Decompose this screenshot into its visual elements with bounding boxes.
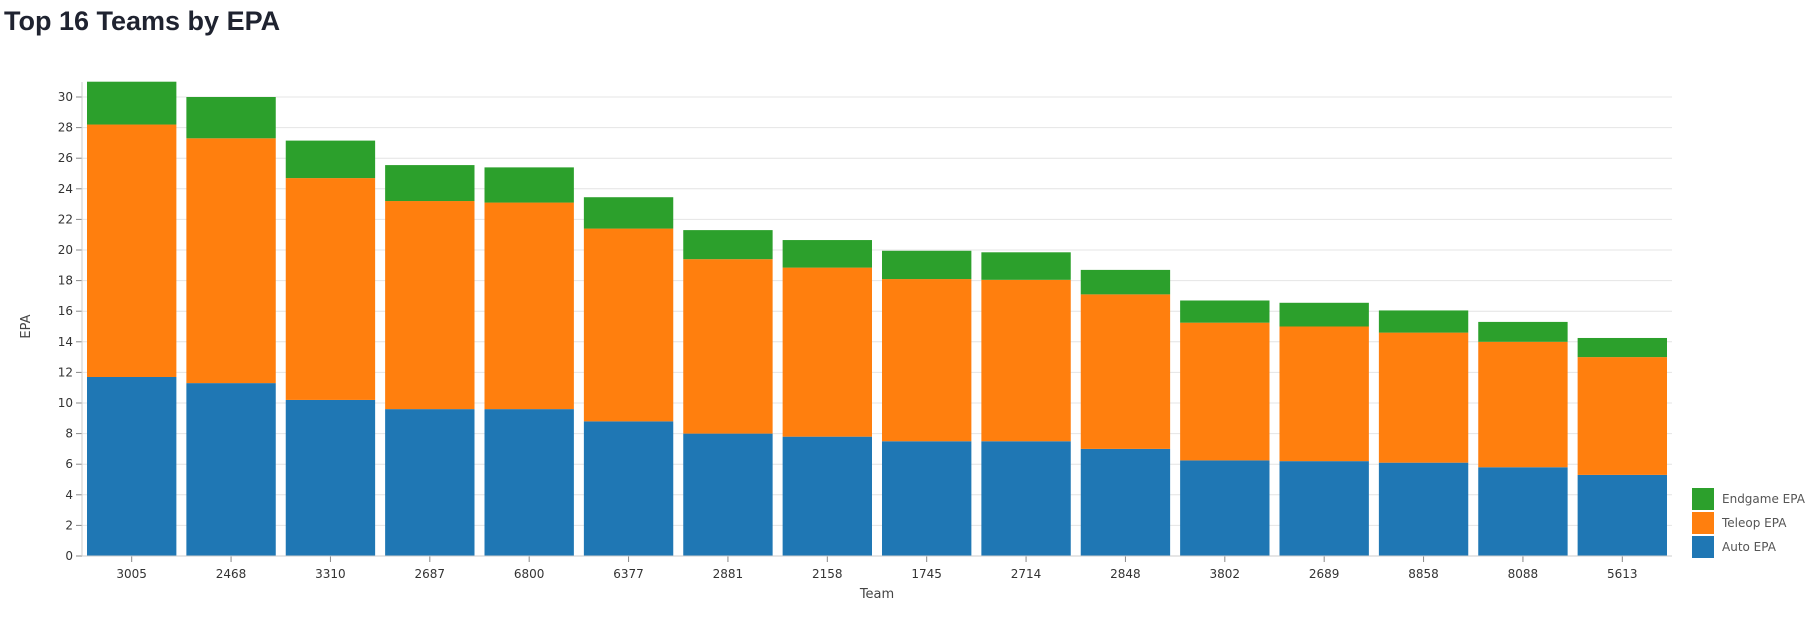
bar-segment-teleop-epa bbox=[385, 201, 475, 410]
bar-segment-teleop-epa bbox=[782, 267, 872, 437]
bar-segment-auto-epa bbox=[1577, 474, 1667, 556]
legend-swatch bbox=[1692, 488, 1714, 510]
bar-segment-auto-epa bbox=[186, 383, 276, 556]
y-tick-label: 24 bbox=[58, 182, 73, 196]
bar-segment-endgame-epa bbox=[1378, 310, 1469, 333]
legend: Endgame EPA Teleop EPA Auto EPA bbox=[1692, 488, 1806, 558]
x-tick-label: 3310 bbox=[315, 567, 346, 581]
bar-segment-teleop-epa bbox=[683, 259, 773, 434]
legend-label: Auto EPA bbox=[1722, 540, 1777, 554]
bar-segment-endgame-epa bbox=[484, 167, 574, 203]
bar-segment-auto-epa bbox=[285, 399, 376, 556]
bar-segment-auto-epa bbox=[1478, 467, 1568, 556]
legend-swatch bbox=[1692, 512, 1714, 534]
bar-segment-teleop-epa bbox=[285, 178, 376, 400]
bar-segment-auto-epa bbox=[1080, 448, 1171, 556]
y-tick-label: 2 bbox=[65, 518, 73, 532]
bar-segment-teleop-epa bbox=[186, 138, 276, 384]
bar-segment-endgame-epa bbox=[1080, 269, 1171, 295]
bar-segment-auto-epa bbox=[583, 421, 674, 556]
bar-segment-auto-epa bbox=[683, 433, 773, 556]
bar-segment-teleop-epa bbox=[87, 124, 177, 377]
y-tick-label: 26 bbox=[58, 151, 73, 165]
bar-segment-teleop-epa bbox=[1577, 357, 1667, 475]
bar-segment-endgame-epa bbox=[385, 165, 475, 202]
bar-segment-auto-epa bbox=[1378, 462, 1469, 556]
x-tick-label: 2714 bbox=[1011, 567, 1042, 581]
bars bbox=[87, 81, 1667, 556]
bar-segment-teleop-epa bbox=[882, 279, 972, 442]
bar-segment-endgame-epa bbox=[981, 252, 1071, 280]
x-tick-label: 8088 bbox=[1508, 567, 1539, 581]
x-tick-label: 1745 bbox=[911, 567, 942, 581]
bar-segment-endgame-epa bbox=[1180, 300, 1270, 323]
y-tick-label: 18 bbox=[58, 274, 73, 288]
legend-label: Endgame EPA bbox=[1722, 492, 1806, 506]
bar-segment-auto-epa bbox=[484, 409, 574, 556]
bar-segment-teleop-epa bbox=[981, 279, 1071, 442]
x-tick-label: 2468 bbox=[216, 567, 247, 581]
y-tick-label: 12 bbox=[58, 365, 73, 379]
x-axis-label: Team bbox=[859, 587, 894, 602]
bar-segment-endgame-epa bbox=[1279, 302, 1369, 327]
y-tick-label: 10 bbox=[58, 396, 73, 410]
bar-segment-endgame-epa bbox=[882, 250, 972, 280]
legend-label: Teleop EPA bbox=[1721, 516, 1787, 530]
bar-segment-auto-epa bbox=[1279, 461, 1369, 556]
x-tick-label: 6377 bbox=[613, 567, 644, 581]
bar-segment-teleop-epa bbox=[1279, 326, 1369, 462]
x-tick-label: 5613 bbox=[1607, 567, 1638, 581]
legend-swatch bbox=[1692, 536, 1714, 558]
x-tick-label: 2689 bbox=[1309, 567, 1340, 581]
x-tick-label: 2848 bbox=[1110, 567, 1141, 581]
x-tick-label: 6800 bbox=[514, 567, 545, 581]
bar-segment-auto-epa bbox=[87, 376, 177, 556]
bar-segment-teleop-epa bbox=[583, 228, 674, 422]
y-tick-label: 20 bbox=[58, 243, 73, 257]
bar-segment-teleop-epa bbox=[1180, 322, 1270, 461]
x-tick-label: 3005 bbox=[116, 567, 147, 581]
bar-segment-teleop-epa bbox=[1378, 332, 1469, 463]
bar-segment-teleop-epa bbox=[484, 202, 574, 410]
bar-segment-auto-epa bbox=[385, 409, 475, 556]
bar-segment-endgame-epa bbox=[186, 97, 276, 139]
bar-segment-endgame-epa bbox=[583, 197, 674, 229]
y-tick-label: 14 bbox=[58, 335, 73, 349]
bar-segment-endgame-epa bbox=[285, 140, 376, 179]
bar-segment-endgame-epa bbox=[683, 230, 773, 260]
x-tick-label: 2881 bbox=[713, 567, 744, 581]
x-tick-label: 2687 bbox=[415, 567, 446, 581]
chart-title: Top 16 Teams by EPA bbox=[4, 6, 281, 36]
bar-segment-endgame-epa bbox=[87, 81, 177, 125]
x-tick-label: 2158 bbox=[812, 567, 843, 581]
y-tick-label: 28 bbox=[58, 121, 73, 135]
y-axis-label: EPA bbox=[19, 314, 34, 338]
bar-segment-auto-epa bbox=[882, 441, 972, 556]
bar-segment-auto-epa bbox=[1180, 460, 1270, 556]
y-tick-label: 6 bbox=[65, 457, 73, 471]
y-tick-label: 4 bbox=[65, 488, 73, 502]
bar-segment-endgame-epa bbox=[782, 240, 872, 268]
y-tick-label: 30 bbox=[58, 90, 73, 104]
bar-segment-teleop-epa bbox=[1478, 341, 1568, 468]
bar-segment-teleop-epa bbox=[1080, 294, 1171, 449]
y-tick-label: 16 bbox=[58, 304, 73, 318]
y-tick-label: 8 bbox=[65, 427, 73, 441]
bar-segment-auto-epa bbox=[782, 436, 872, 556]
y-tick-label: 0 bbox=[65, 549, 73, 563]
bar-segment-endgame-epa bbox=[1478, 321, 1568, 342]
x-tick-label: 8858 bbox=[1408, 567, 1439, 581]
x-axis: 3005 2468 3310 2687 6800 6377 2881 2158 1745 2714… bbox=[82, 555, 1672, 581]
bar-segment-endgame-epa bbox=[1577, 337, 1667, 358]
bar-segment-auto-epa bbox=[981, 441, 1071, 556]
x-tick-label: 3802 bbox=[1210, 567, 1241, 581]
y-tick-label: 22 bbox=[58, 212, 73, 226]
